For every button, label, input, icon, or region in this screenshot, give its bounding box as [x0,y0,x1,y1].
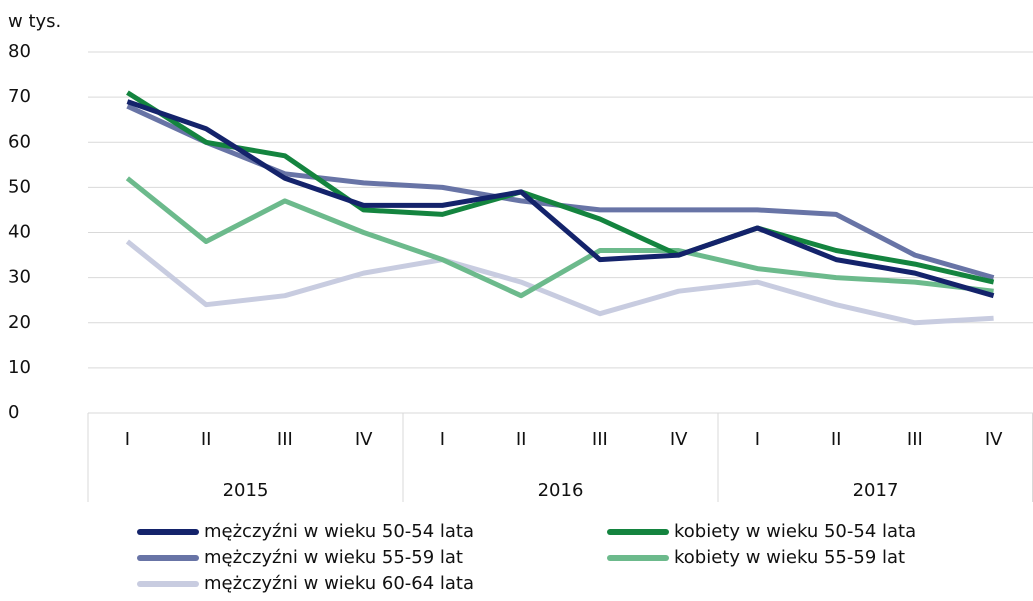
series-line [126,90,995,285]
x-tick-label: II [201,429,212,450]
x-tick-label: III [277,429,293,450]
x-group-label: 2017 [853,480,899,501]
series-line [125,176,994,299]
x-tick-label: II [516,429,527,450]
x-tick-label: II [831,429,842,450]
legend-label: mężczyźni w wieku 50-54 lata [204,521,474,542]
x-group-label: 2016 [538,480,584,501]
y-tick-label: 0 [8,402,19,423]
y-tick-label: 60 [8,131,31,152]
legend-label: mężczyźni w wieku 55-59 lat [204,547,463,568]
x-tick-label: III [907,429,923,450]
y-tick-label: 70 [8,86,31,107]
y-tick-label: 50 [8,176,31,197]
legend-label: mężczyźni w wieku 60-64 lata [204,573,474,594]
series-line [126,99,995,299]
x-tick-label: I [440,429,445,450]
y-axis-unit: w tys. [8,11,61,32]
x-tick-label: I [755,429,760,450]
x-tick-label: IV [355,429,373,450]
x-tick-label: IV [670,429,688,450]
x-tick-label: I [125,429,130,450]
y-tick-label: 20 [8,312,31,333]
legend-label: kobiety w wieku 50-54 lata [674,521,916,542]
x-group-label: 2015 [223,480,269,501]
y-tick-label: 80 [8,41,31,62]
series-line [126,103,995,281]
legend-label: kobiety w wieku 55-59 lat [674,547,905,568]
y-tick-label: 10 [8,357,31,378]
y-tick-label: 40 [8,222,31,243]
series-line [125,239,994,326]
y-tick-label: 30 [8,267,31,288]
x-tick-label: IV [985,429,1003,450]
x-tick-label: III [592,429,608,450]
